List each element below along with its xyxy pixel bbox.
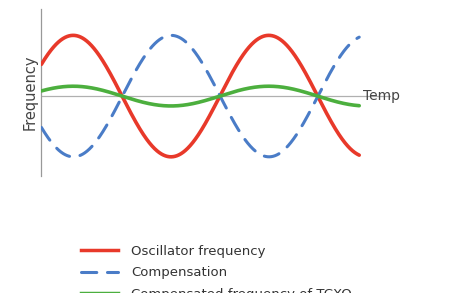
Legend: Oscillator frequency, Compensation, Compensated frequency of TCXO: Oscillator frequency, Compensation, Comp…: [76, 239, 357, 293]
Text: Temp: Temp: [362, 89, 399, 103]
Y-axis label: Frequency: Frequency: [22, 54, 37, 130]
